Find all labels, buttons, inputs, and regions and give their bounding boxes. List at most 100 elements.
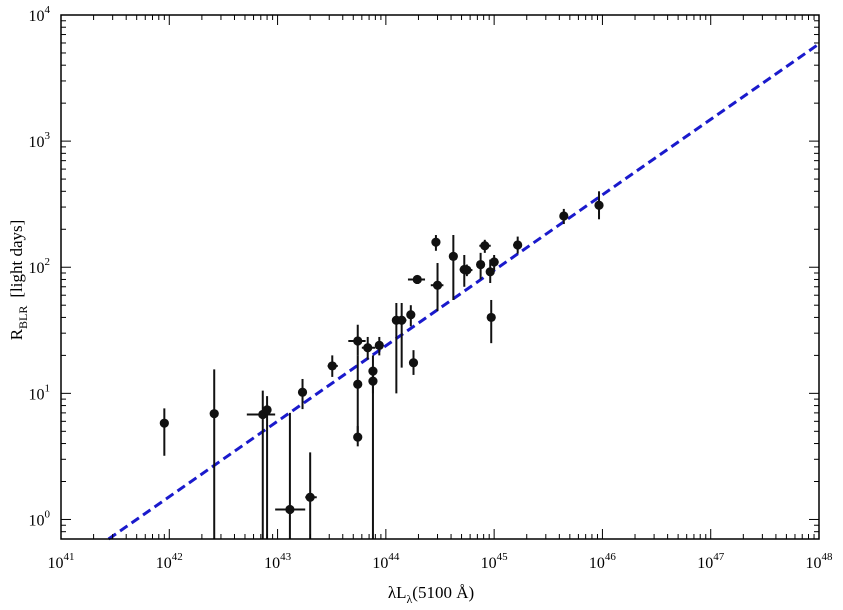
- data-point: [159, 418, 169, 428]
- data-point: [485, 267, 495, 277]
- y-axis-title-suffix: [light days]: [7, 220, 26, 298]
- x-axis-title-sub: λ: [406, 592, 412, 606]
- fit-line-layer: [107, 42, 820, 541]
- x-tick-base: 10: [697, 555, 713, 572]
- data-point: [489, 257, 499, 267]
- data-point: [406, 310, 416, 320]
- data-point: [462, 265, 472, 275]
- data-point-group: [486, 299, 496, 344]
- data-point: [368, 376, 378, 386]
- data-point-group: [594, 191, 604, 220]
- y-tick-label: 100: [29, 508, 51, 529]
- x-tick-label: 1045: [481, 551, 509, 572]
- data-point: [408, 358, 419, 368]
- x-tick-exp: 41: [64, 551, 75, 563]
- data-point: [363, 343, 373, 353]
- data-point: [432, 280, 443, 290]
- data-point: [448, 251, 458, 261]
- data-point-group: [159, 408, 169, 456]
- data-point-group: [476, 252, 486, 280]
- data-point: [480, 241, 490, 251]
- y-tick-base: 10: [29, 134, 45, 151]
- data-point-group: [368, 367, 378, 539]
- x-tick-label: 1046: [589, 551, 617, 572]
- data-point-group: [353, 426, 363, 447]
- x-tick-exp: 42: [172, 551, 183, 563]
- data-point-group: [489, 255, 499, 271]
- x-axis-title: λLλ(5100 Å): [388, 583, 474, 606]
- x-tick-base: 10: [264, 555, 280, 572]
- plot-frame: [60, 14, 820, 540]
- data-point-group: [353, 355, 363, 438]
- data-point: [559, 211, 569, 221]
- data-point-group: [559, 208, 569, 225]
- y-tick-exp: 0: [45, 508, 51, 520]
- y-tick-exp: 1: [45, 382, 51, 394]
- data-point-group: [327, 355, 338, 377]
- data-point: [327, 361, 337, 371]
- y-tick-label: 104: [29, 4, 51, 25]
- y-tick-label: 102: [29, 256, 51, 277]
- data-point: [353, 379, 363, 389]
- y-tick-exp: 3: [45, 130, 51, 142]
- x-axis-title-main: λL: [388, 583, 407, 602]
- data-point-group: [275, 412, 306, 539]
- data-point-group: [479, 239, 491, 253]
- data-point: [594, 200, 604, 210]
- x-tick-exp: 43: [280, 551, 292, 563]
- data-point-group: [513, 236, 523, 254]
- data-point-group: [305, 452, 317, 539]
- y-axis-title: RBLR [light days]: [7, 220, 30, 341]
- x-tick-label: 1042: [156, 551, 183, 572]
- data-point-group: [461, 264, 473, 277]
- data-point: [209, 409, 219, 419]
- data-point: [353, 432, 363, 442]
- data-point-group: [397, 303, 407, 368]
- x-tick-exp: 44: [388, 551, 400, 563]
- x-tick-exp: 45: [497, 551, 509, 563]
- data-point-group: [348, 324, 366, 356]
- data-point-group: [246, 390, 276, 539]
- x-tick-label: 1044: [372, 551, 400, 572]
- x-tick-base: 10: [372, 555, 388, 572]
- x-tick-base: 10: [481, 555, 497, 572]
- x-tick-base: 10: [48, 555, 64, 572]
- data-point: [305, 492, 315, 502]
- x-tick-exp: 48: [822, 551, 834, 563]
- y-axis-title-main: R: [7, 328, 26, 340]
- data-point-group: [406, 305, 416, 327]
- x-tick-labels: 1041 1042 1043 1044 1045 1046 1047 1048: [48, 551, 834, 572]
- y-tick-base: 10: [29, 386, 45, 403]
- y-tick-exp: 4: [45, 4, 51, 16]
- data-point: [353, 336, 363, 346]
- data-point: [431, 237, 441, 247]
- data-point: [486, 312, 496, 323]
- y-tick-base: 10: [29, 260, 45, 277]
- y-tick-base: 10: [29, 8, 45, 25]
- ticks-layer: [60, 15, 819, 540]
- data-point-group: [431, 235, 441, 251]
- y-tick-label: 103: [29, 130, 51, 151]
- x-tick-label: 1048: [806, 551, 834, 572]
- points-layer: [159, 191, 604, 539]
- data-point: [397, 315, 407, 325]
- x-tick-exp: 47: [713, 551, 725, 563]
- y-tick-base: 10: [29, 512, 45, 529]
- data-point-group: [361, 336, 376, 360]
- data-point: [476, 259, 486, 270]
- data-point: [297, 387, 308, 397]
- x-tick-label: 1043: [264, 551, 292, 572]
- x-tick-base: 10: [156, 555, 172, 572]
- x-tick-exp: 46: [605, 551, 617, 563]
- x-axis-title-suffix: (5100 Å): [412, 583, 474, 602]
- x-tick-base: 10: [806, 555, 822, 572]
- data-point-group: [408, 350, 419, 375]
- data-point: [513, 240, 523, 250]
- y-tick-label: 101: [29, 382, 51, 403]
- data-point-group: [374, 336, 384, 356]
- data-point: [374, 340, 384, 350]
- x-tick-label: 1047: [697, 551, 725, 572]
- fit-line: [107, 42, 820, 541]
